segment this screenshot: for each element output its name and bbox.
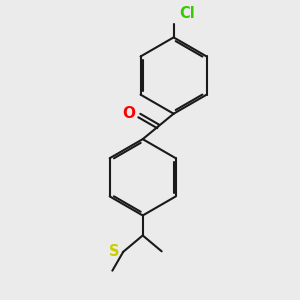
Text: Cl: Cl	[179, 6, 195, 21]
Text: O: O	[122, 106, 135, 121]
Text: S: S	[109, 244, 120, 259]
